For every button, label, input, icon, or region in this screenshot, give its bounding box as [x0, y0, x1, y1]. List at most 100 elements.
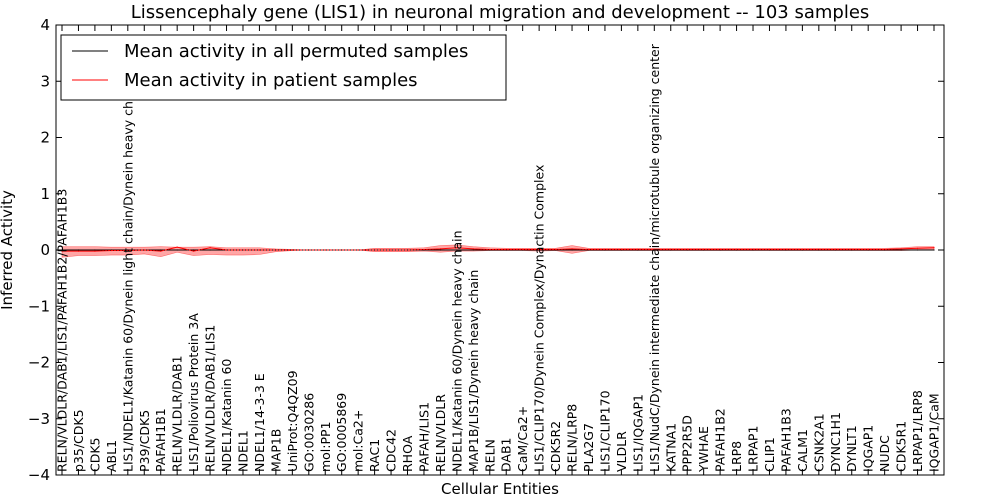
- x-tick-label: CDC42: [384, 429, 399, 472]
- x-tick-label: CALM1: [795, 429, 810, 472]
- x-tick-label: GO:0030286: [301, 393, 316, 472]
- x-tick-label: mol:Ca2+: [351, 410, 366, 472]
- x-tick-label: MAP1B/LIS1/Dynein heavy chain: [466, 270, 481, 472]
- x-tick-label: LIS1/CLIP170: [597, 390, 612, 472]
- x-tick-label: RELN/VLDLR: [433, 394, 448, 472]
- patient-point: [554, 248, 557, 251]
- x-tick-label: NDEL1: [235, 430, 250, 472]
- y-tick-label: 3: [40, 72, 50, 90]
- patient-point: [653, 248, 655, 251]
- patient-point: [291, 249, 293, 251]
- x-tick-label: PLA2G7: [581, 423, 596, 472]
- patient-point: [160, 250, 162, 252]
- x-tick-label: PAFAH1B3: [778, 408, 793, 472]
- x-tick-label: IQGAP1/CaM: [927, 393, 942, 472]
- x-tick-label: MAP1B: [268, 429, 283, 472]
- x-tick-label: DYNLT1: [844, 425, 859, 472]
- x-tick-label: mol:PP1: [318, 421, 333, 472]
- y-tick-label: −2: [28, 354, 50, 372]
- x-tick-label: P39/CDK5: [137, 410, 152, 472]
- patient-point: [801, 248, 803, 251]
- x-tick-label: NDEL1/Katanin 60: [219, 359, 234, 472]
- patient-point: [472, 248, 474, 250]
- patient-point: [620, 248, 623, 251]
- x-tick-label: PAFAH1B1: [153, 408, 168, 472]
- x-tick-label: CaM/Ca2+: [515, 406, 530, 472]
- x-tick-label: UniProt:Q4QZ09: [285, 370, 300, 472]
- permuted-point: [456, 249, 458, 251]
- patient-point: [258, 249, 261, 251]
- x-tick-label: LIS1/NDEL1/Katanin 60/Dynein light chain…: [120, 82, 135, 472]
- x-tick-label: CDK5R1: [894, 421, 909, 472]
- patient-point: [867, 248, 869, 251]
- patient-point: [900, 248, 902, 250]
- patient-point: [571, 248, 573, 250]
- chart-title: Lissencephaly gene (LIS1) in neuronal mi…: [131, 2, 870, 23]
- y-tick-label: 1: [40, 185, 50, 203]
- patient-point: [522, 248, 524, 251]
- x-tick-label: YWHAE: [696, 426, 711, 473]
- x-tick-label: RELN/LRP8: [565, 404, 580, 472]
- x-tick-label: CSNK2A1: [811, 413, 826, 472]
- x-tick-label: LIS1/NudC/Dynein intermediate chain/micr…: [647, 43, 662, 472]
- y-tick-label: 4: [40, 16, 50, 34]
- x-tick-label: NUDC: [877, 435, 892, 472]
- y-tick-label: 2: [40, 129, 50, 147]
- patient-point: [916, 247, 919, 249]
- permuted-point: [900, 249, 902, 251]
- x-axis-label: Cellular Entities: [441, 480, 559, 498]
- permuted-point: [193, 249, 195, 251]
- x-tick-label: KATNA1: [663, 423, 678, 472]
- permuted-point: [77, 249, 80, 251]
- x-tick-label: RHOA: [400, 435, 415, 472]
- x-tick-label: LIS1/CLIP170/Dynein Complex/Dynactin Com…: [532, 165, 547, 472]
- x-tick-label: GO:0005869: [334, 393, 349, 472]
- x-tick-label: DYNC1H1: [828, 412, 843, 472]
- x-tick-label: CDK5R2: [548, 421, 563, 472]
- x-axis: RELN/VLDLR/DAB1/LIS1/PAFAH1B2/PAFAH1B3 p3…: [55, 25, 942, 475]
- patient-point: [176, 246, 178, 248]
- y-tick-label: −4: [28, 466, 50, 484]
- patient-point: [209, 247, 211, 249]
- patient-point: [225, 249, 228, 251]
- x-tick-label: NDEL1/Katanin 60/Dynein heavy chain: [449, 230, 464, 472]
- legend: Mean activity in all permuted samples Me…: [60, 34, 507, 101]
- patient-point: [193, 250, 195, 252]
- x-tick-label: LRPAP1/LRP8: [910, 390, 925, 472]
- x-tick-label: PAFAH/LIS1: [416, 402, 431, 472]
- x-tick-label: RELN: [482, 439, 497, 472]
- y-axis-label: Inferred Activity: [0, 190, 16, 310]
- x-tick-label: VLDLR: [614, 431, 629, 472]
- patient-point: [834, 248, 836, 251]
- y-tick-label: −1: [28, 297, 50, 315]
- patient-point: [77, 250, 80, 252]
- y-axis: −4 −3 −2 −1 0 1 2 3 4: [28, 16, 944, 484]
- x-tick-label: PPP2R5D: [680, 415, 695, 472]
- permuted-point: [933, 249, 935, 251]
- legend-label-permuted: Mean activity in all permuted samples: [124, 41, 468, 62]
- patient-point: [94, 250, 96, 252]
- x-tick-label: LRPAP1: [746, 426, 761, 472]
- x-tick-label: PAFAH1B2: [713, 408, 728, 472]
- patient-point: [61, 250, 63, 252]
- x-tick-label: CDK5: [87, 437, 102, 472]
- legend-box: [60, 34, 507, 101]
- patient-point: [110, 249, 112, 252]
- plot-area: [61, 244, 935, 258]
- x-tick-label: LIS1/IQGAP1: [630, 394, 645, 472]
- x-tick-label: NDEL1/14-3-3 E: [252, 373, 267, 472]
- x-tick-label: RELN/VLDLR/DAB1/LIS1: [203, 325, 218, 472]
- patient-point: [456, 247, 458, 249]
- patient-point: [587, 248, 590, 251]
- x-tick-label: RELN/VLDLR/DAB1: [170, 355, 185, 472]
- x-tick-label: RELN/VLDLR/DAB1/LIS1/PAFAH1B2/PAFAH1B3: [55, 189, 70, 472]
- x-tick-label: LRP8: [729, 441, 744, 472]
- patient-point: [423, 248, 425, 251]
- patient-point: [439, 248, 442, 250]
- legend-label-patient: Mean activity in patient samples: [124, 70, 418, 91]
- y-tick-label: −3: [28, 410, 50, 428]
- x-tick-label: DAB1: [499, 438, 514, 473]
- patient-point: [390, 249, 392, 251]
- x-tick-label: p35/CDK5: [71, 409, 86, 472]
